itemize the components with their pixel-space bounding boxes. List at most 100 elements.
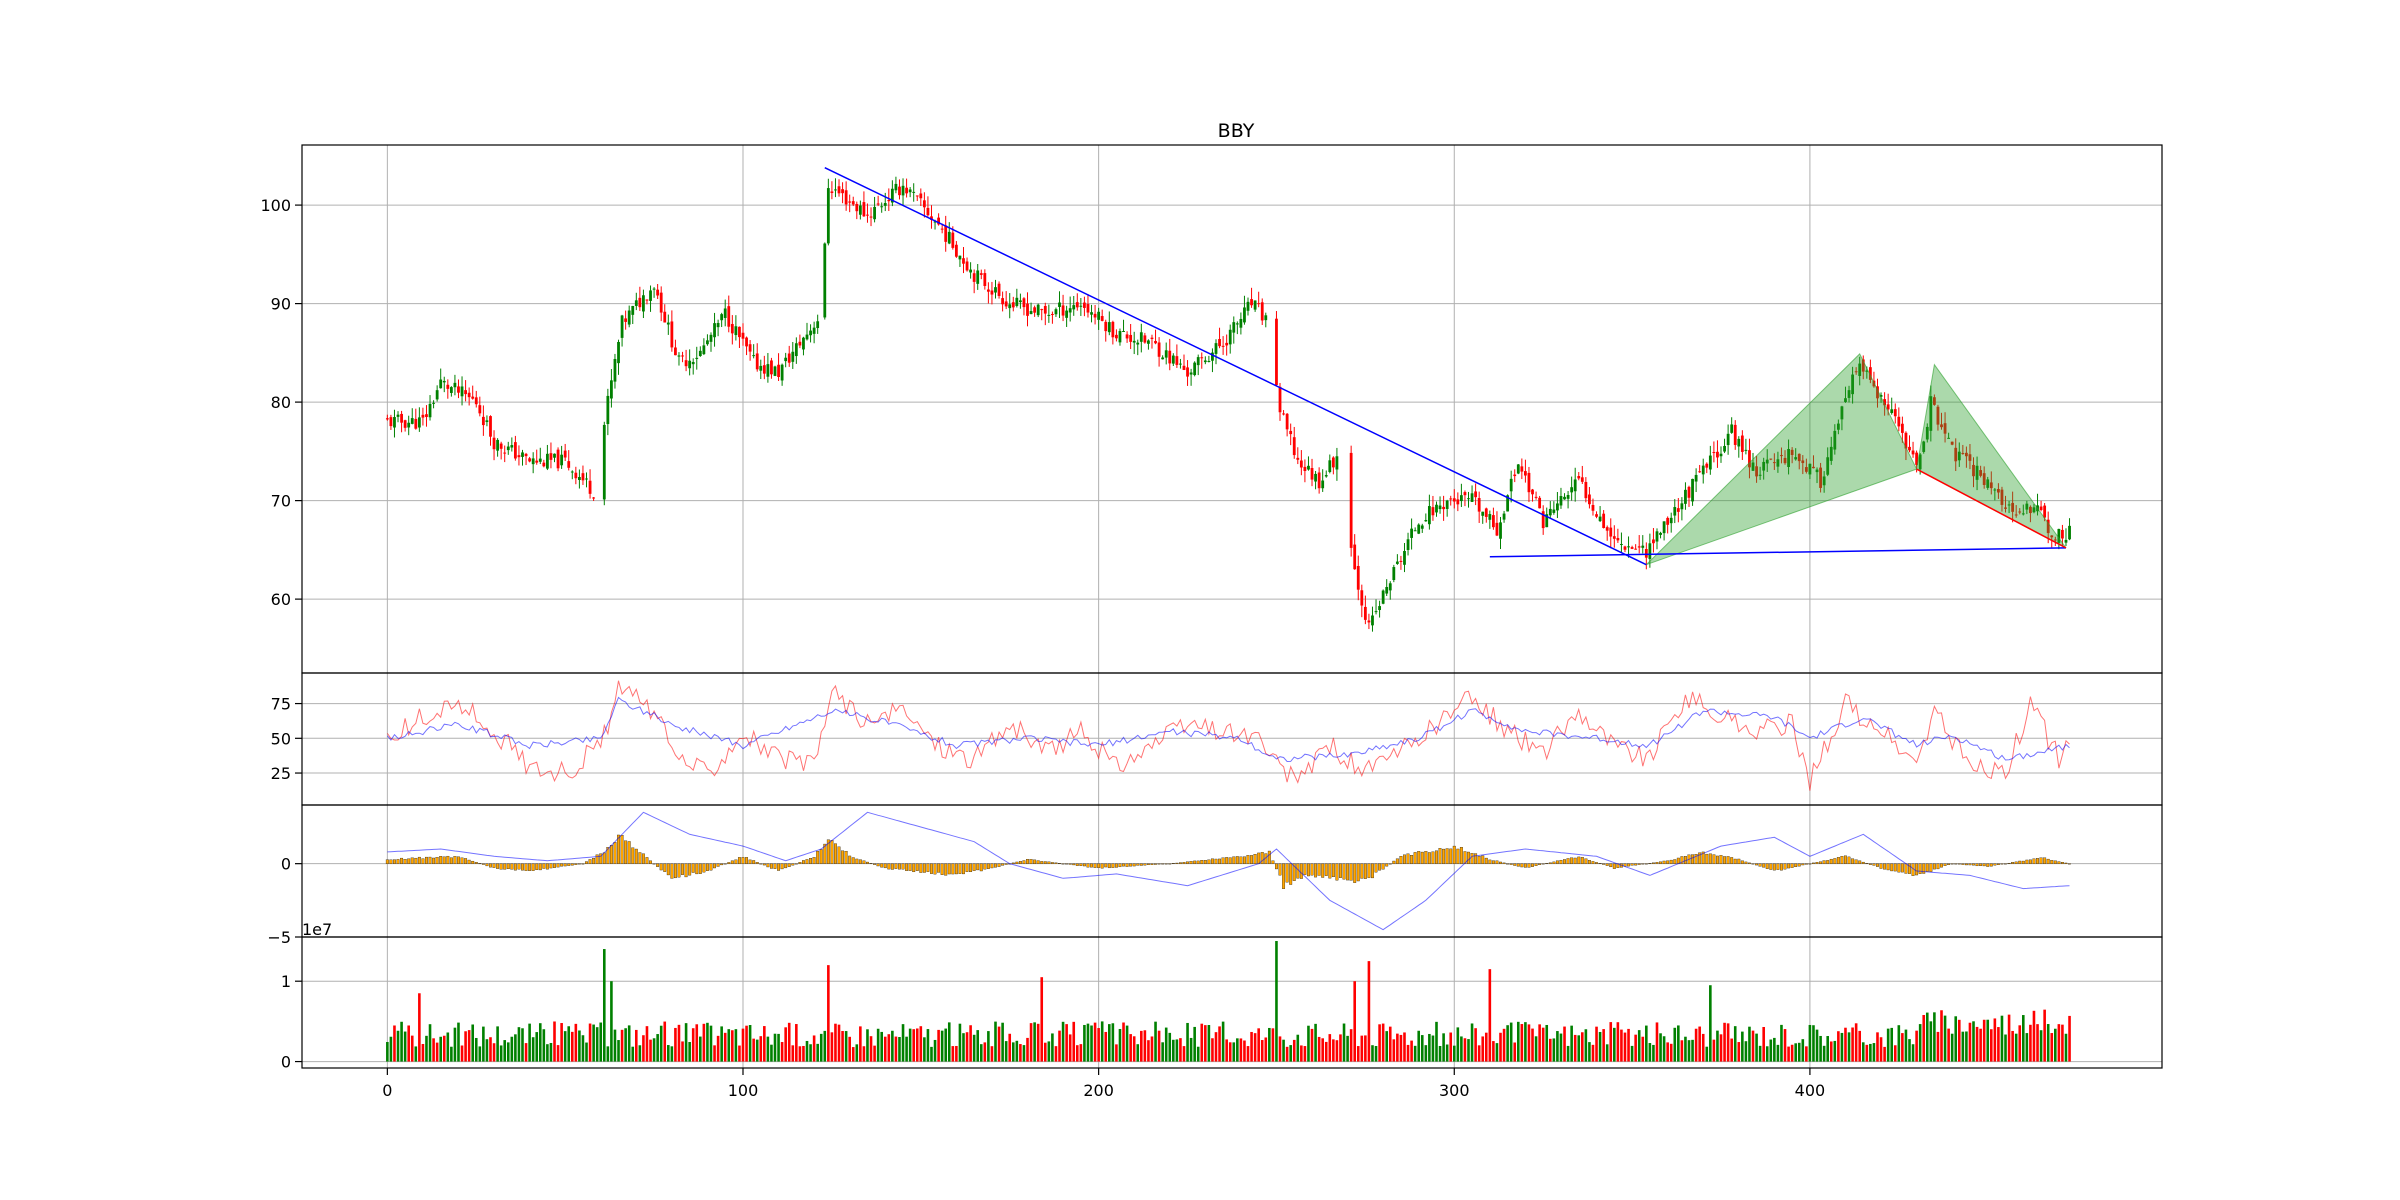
volume-bar — [926, 1029, 930, 1062]
candle-body — [1833, 430, 1837, 450]
macd-histogram-bar — [937, 863, 941, 873]
macd-histogram-bar — [1829, 858, 1833, 864]
volume-bar — [1228, 1042, 1232, 1062]
volume-bar — [1435, 1021, 1438, 1062]
volume-bar — [1687, 1040, 1691, 1062]
candle-body — [1324, 475, 1328, 477]
candle-body — [1335, 456, 1339, 470]
candle-body — [1221, 345, 1225, 347]
macd-histogram-bar — [1090, 863, 1093, 868]
volume-bar — [1737, 1042, 1741, 1062]
volume-bar — [1356, 1046, 1360, 1062]
macd-histogram-bar — [1900, 863, 1904, 873]
macd-histogram-bar — [1175, 862, 1179, 864]
volume-bar — [1090, 1025, 1093, 1062]
volume-bar — [1047, 1041, 1051, 1062]
volume-bar — [1936, 1031, 1940, 1062]
macd-histogram-bar — [1157, 863, 1161, 865]
candle-body — [937, 217, 940, 225]
candle-body — [702, 345, 706, 355]
candle-body — [1289, 430, 1293, 435]
volume-bar — [1029, 1023, 1033, 1062]
candle-body — [1957, 451, 1961, 461]
volume-bar — [510, 1036, 514, 1062]
volume-bar — [649, 1039, 652, 1062]
volume-bar — [1118, 1028, 1122, 1062]
volume-bar — [1403, 1032, 1406, 1062]
candle-body — [1399, 560, 1403, 562]
candle-body — [727, 306, 731, 327]
macd-histogram-bar — [837, 846, 841, 864]
candle-body — [1588, 494, 1591, 505]
macd-histogram-bar — [1431, 851, 1435, 864]
volume-bar — [2029, 1024, 2032, 1062]
volume-bar — [570, 1031, 574, 1062]
macd-histogram-bar — [1004, 863, 1008, 865]
macd-histogram-bar — [1363, 863, 1367, 879]
macd-histogram-bar — [869, 863, 873, 865]
volume-bar — [1378, 1024, 1381, 1062]
macd-histogram-bar — [1271, 860, 1275, 864]
candle-body — [1865, 370, 1869, 372]
candle-body — [2011, 502, 2015, 512]
volume-bar — [549, 1042, 553, 1062]
candle-body — [812, 327, 816, 334]
candle-body — [425, 414, 428, 418]
candle-body — [986, 289, 990, 292]
macd-histogram-bar — [2018, 860, 2022, 864]
candle-body — [642, 295, 645, 312]
volume-bar — [1602, 1029, 1605, 1062]
volume-bar — [1854, 1023, 1858, 1062]
macd-histogram-bar — [1986, 863, 1990, 867]
macd-histogram-bar — [1331, 863, 1335, 878]
candle-body — [1175, 356, 1179, 365]
macd-histogram-bar — [1580, 857, 1584, 864]
candle-body — [1644, 548, 1648, 558]
macd-histogram-bar — [727, 862, 731, 864]
macd-histogram-bar — [1883, 863, 1887, 870]
macd-histogram-bar — [471, 860, 475, 864]
candle-body — [695, 357, 699, 359]
macd-histogram-bar — [400, 857, 404, 864]
macd-histogram-bar — [2039, 857, 2043, 864]
candle-body — [1836, 423, 1840, 430]
macd-histogram-bar — [1758, 863, 1762, 867]
candle-body — [1477, 498, 1481, 512]
macd-histogram-bar — [410, 857, 414, 864]
volume-bar — [1143, 1030, 1147, 1062]
candle-body — [1797, 453, 1801, 462]
volume-bar — [1524, 1022, 1527, 1062]
volume-bar — [2011, 1030, 2014, 1062]
volume-bar — [791, 1045, 795, 1062]
macd-histogram-bar — [1979, 863, 1983, 866]
candle-body — [1570, 487, 1574, 493]
volume-bar — [1659, 1033, 1662, 1062]
candle-body — [649, 290, 652, 301]
candle-body — [1847, 390, 1851, 398]
candle-body — [1876, 386, 1879, 399]
volume-bar — [1641, 1036, 1645, 1062]
macd-histogram-bar — [1342, 863, 1346, 880]
candle-body — [1349, 452, 1353, 548]
macd-histogram-bar — [1865, 863, 1869, 865]
volume-bar — [1058, 1030, 1061, 1062]
candle-body — [421, 414, 425, 418]
macd-histogram-bar — [759, 863, 763, 865]
y-tick-label: 25 — [271, 764, 291, 783]
candle-body — [1669, 517, 1673, 524]
candle-body — [1367, 620, 1371, 623]
volume-bar — [1011, 1042, 1015, 1062]
macd-histogram-bar — [1303, 863, 1307, 875]
macd-histogram-bar — [979, 863, 983, 872]
candle-body — [2029, 506, 2032, 514]
candle-body — [581, 473, 585, 481]
volume-bar — [1204, 1025, 1207, 1062]
volume-bar — [1776, 1044, 1780, 1062]
candle-body — [1299, 460, 1303, 468]
macd-histogram-bar — [1346, 863, 1350, 881]
volume-bar — [958, 1023, 962, 1062]
volume-bar — [1438, 1045, 1442, 1062]
macd-histogram-bar — [816, 850, 820, 864]
y-tick-label: 60 — [271, 590, 291, 609]
candle-body — [1008, 304, 1012, 309]
